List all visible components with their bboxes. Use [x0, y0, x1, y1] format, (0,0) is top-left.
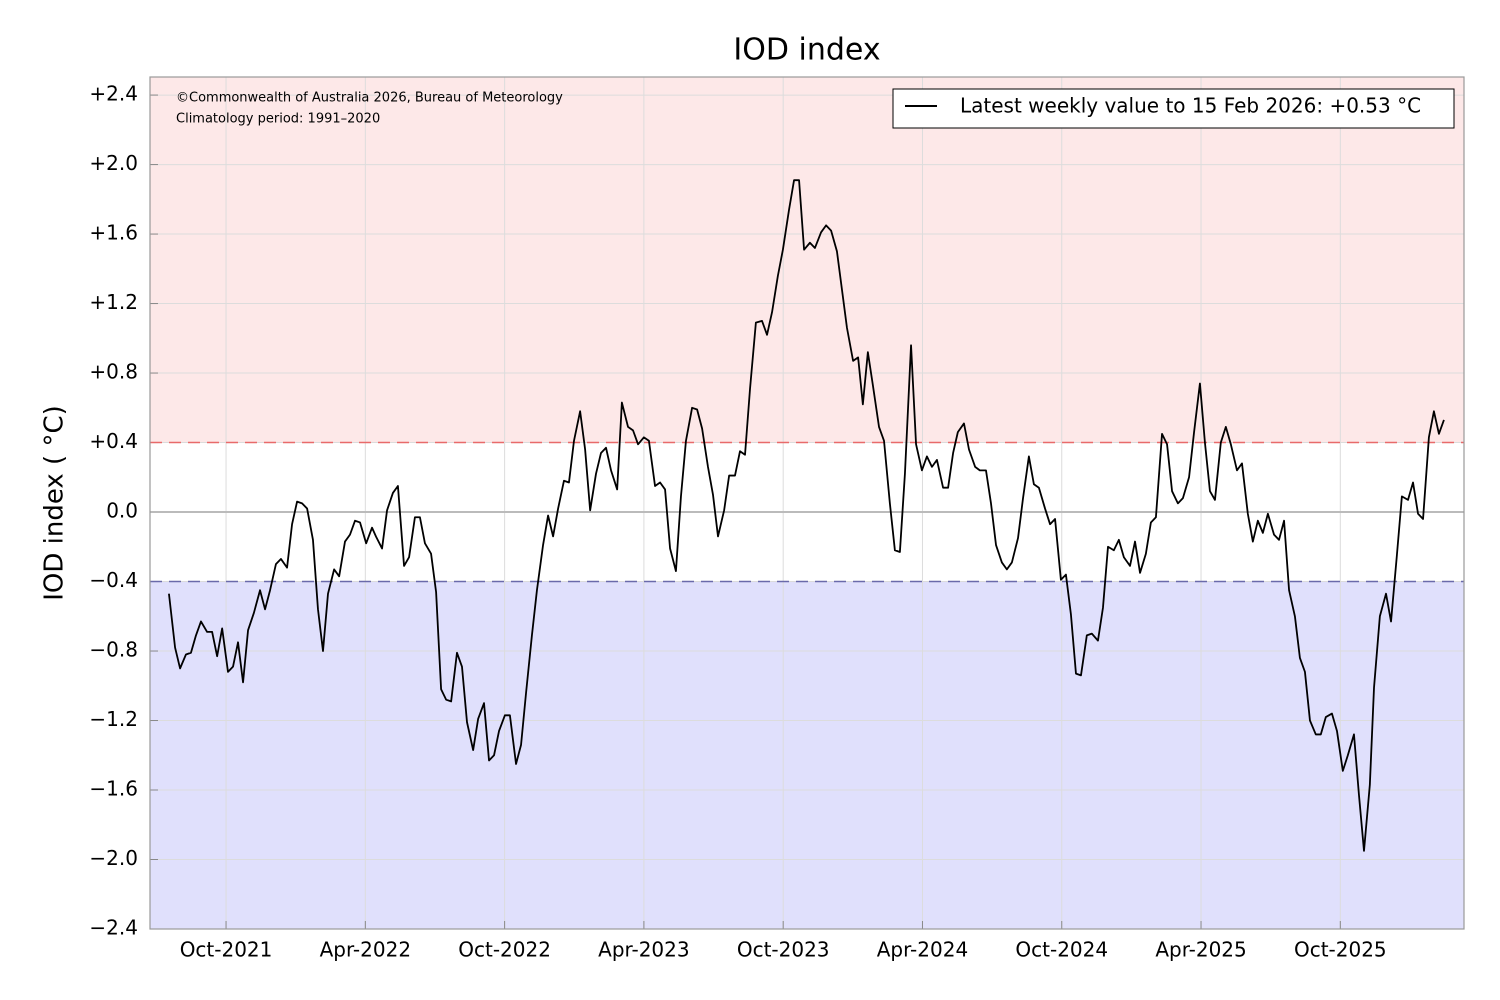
line-series — [168, 179, 1445, 852]
y-axis-label: IOD index ( °C) — [40, 405, 70, 601]
y-tick-label: +0.8 — [89, 360, 138, 384]
y-tick-label: 0.0 — [106, 499, 138, 523]
x-tick-label: Apr-2023 — [598, 938, 689, 962]
chart-title: IOD index — [733, 33, 880, 68]
y-tick-label: +1.6 — [89, 221, 138, 245]
marks — [168, 179, 1445, 852]
legend-box — [892, 88, 1455, 129]
x-tick-label: Oct-2025 — [1294, 938, 1387, 962]
x-tick-label: Oct-2022 — [458, 938, 551, 962]
x-tick-label: Oct-2024 — [1015, 938, 1108, 962]
y-tick-label: +1.2 — [89, 290, 138, 314]
y-tick-label: −2.0 — [89, 846, 138, 870]
legend: Latest weekly value to 15 Feb 2026: +0.5… — [892, 88, 1455, 129]
annotation: ©Commonwealth of Australia 2026, Bureau … — [176, 91, 563, 106]
y-tick-label: +2.0 — [89, 151, 138, 175]
band — [150, 581, 1464, 929]
y-tick-label: +0.4 — [89, 429, 138, 453]
x-tick-label: Apr-2024 — [877, 938, 968, 962]
y-tick-label: −1.6 — [89, 777, 138, 801]
plot-background — [150, 77, 1464, 929]
x-tick-label: Oct-2023 — [737, 938, 830, 962]
plot-frame — [149, 76, 1465, 930]
band — [150, 77, 1464, 443]
x-tick-label: Oct-2021 — [180, 938, 273, 962]
y-tick-label: −1.2 — [89, 707, 138, 731]
annotation: Climatology period: 1991–2020 — [176, 112, 380, 127]
grid: +2.4 +2.0 +1.6 +1.2 +0.8 +0.4 0.0 −0.4 −0.8 −1.2 −… — [89, 77, 1464, 962]
y-tick-label: −0.4 — [89, 568, 138, 592]
y-tick-label: −2.4 — [89, 916, 138, 940]
x-tick-label: Apr-2022 — [320, 938, 411, 962]
x-tick-label: Apr-2025 — [1155, 938, 1246, 962]
legend-label: Latest weekly value to 15 Feb 2026: +0.5… — [960, 94, 1421, 118]
y-tick-label: +2.4 — [89, 82, 138, 106]
y-tick-label: −0.8 — [89, 638, 138, 662]
